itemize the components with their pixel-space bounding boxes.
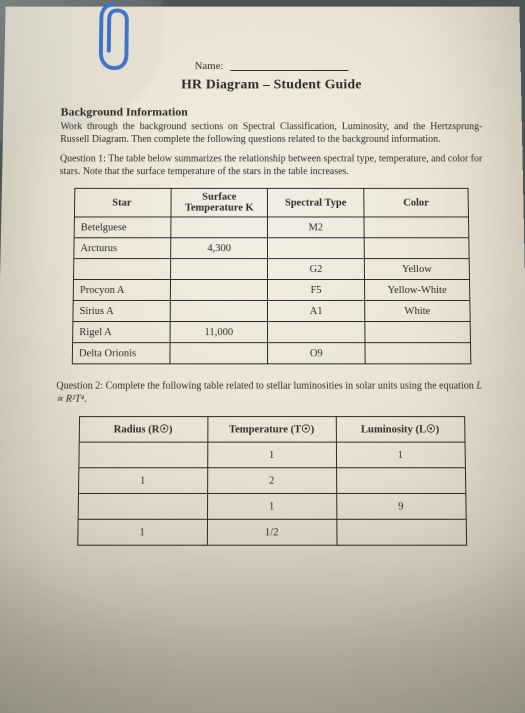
worksheet-content: Name: HR Diagram – Student Guide Backgro… — [54, 60, 490, 562]
background-paragraph: Work through the background sections on … — [60, 121, 483, 145]
name-label: Name: — [195, 60, 224, 72]
q2-prefix: Question 2: Complete the following table… — [56, 381, 476, 392]
col-type: Spectral Type — [267, 188, 364, 217]
name-field-line: Name: — [61, 60, 481, 72]
col-temp2: Temperature (T☉) — [207, 417, 336, 443]
table-header-row: Star Surface Temperature K Spectral Type… — [74, 188, 468, 217]
table-row: 11 — [78, 442, 465, 468]
col-temp-label: Surface Temperature K — [185, 192, 254, 214]
col-radius: Radius (R☉) — [79, 417, 208, 443]
luminosity-table: Radius (R☉) Temperature (T☉) Luminosity … — [77, 416, 467, 546]
table-row: Rigel A11,000 — [73, 322, 471, 343]
worksheet-photo: Name: HR Diagram – Student Guide Backgro… — [0, 7, 525, 713]
table-row: Procyon AF5Yellow-White — [73, 280, 470, 301]
table-row: G2Yellow — [74, 259, 470, 280]
spectral-table: Star Surface Temperature K Spectral Type… — [72, 188, 472, 364]
col-temp: Surface Temperature K — [171, 188, 268, 217]
page-title: HR Diagram – Student Guide — [61, 78, 482, 93]
table-row: Arcturus4,300 — [74, 238, 469, 259]
col-color: Color — [364, 188, 469, 217]
background-heading: Background Information — [61, 105, 483, 120]
question-2-text: Question 2: Complete the following table… — [56, 381, 487, 406]
table-row: 12 — [78, 468, 465, 494]
table-row: 19 — [78, 493, 466, 519]
table-row: 11/2 — [77, 519, 466, 545]
table-row: BetelgueseM2 — [74, 217, 469, 238]
table-row: Sirius AA1White — [73, 300, 470, 321]
table-header-row: Radius (R☉) Temperature (T☉) Luminosity … — [79, 417, 465, 443]
name-blank-line — [230, 70, 348, 71]
question-1-text: Question 1: The table below summarizes t… — [60, 154, 484, 178]
col-luminosity: Luminosity (L☉) — [336, 417, 465, 443]
col-star: Star — [74, 188, 171, 217]
q2-suffix: . — [84, 393, 87, 404]
table-row: Delta OrionisO9 — [72, 343, 471, 364]
